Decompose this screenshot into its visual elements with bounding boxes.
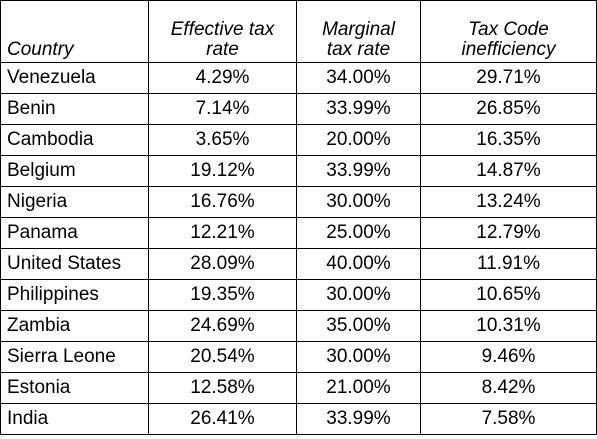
cell-effective-tax-rate: 16.76% <box>148 186 297 218</box>
cell-tax-code-inefficiency: 14.87% <box>420 155 597 187</box>
cell-country: Venezuela <box>0 62 149 94</box>
cell-tax-code-inefficiency: 26.85% <box>420 93 597 125</box>
table-row: Panama 12.21% 25.00% 12.79% <box>0 217 597 249</box>
header-country: Country <box>0 0 149 63</box>
cell-effective-tax-rate: 12.58% <box>148 372 297 404</box>
cell-tax-code-inefficiency: 16.35% <box>420 124 597 156</box>
cell-marginal-tax-rate: 30.00% <box>296 186 421 218</box>
cell-tax-code-inefficiency: 12.79% <box>420 217 597 249</box>
cell-marginal-tax-rate: 34.00% <box>296 62 421 94</box>
cell-effective-tax-rate: 28.09% <box>148 248 297 280</box>
cell-country: Sierra Leone <box>0 341 149 373</box>
table-row: Cambodia 3.65% 20.00% 16.35% <box>0 124 597 156</box>
cell-tax-code-inefficiency: 10.65% <box>420 279 597 311</box>
header-marginal-tax-rate: Marginal tax rate <box>296 0 421 63</box>
header-marginal-tax-rate-line-2: tax rate <box>326 39 391 60</box>
cell-marginal-tax-rate: 33.99% <box>296 93 421 125</box>
cell-tax-code-inefficiency: 11.91% <box>420 248 597 280</box>
table-body: Venezuela 4.29% 34.00% 29.71% Benin 7.14… <box>0 62 597 435</box>
cell-country: India <box>0 403 149 435</box>
header-tax-code-inefficiency-line-1: Tax Code <box>468 19 549 40</box>
header-tax-code-inefficiency-line-2: inefficiency <box>461 39 556 60</box>
cell-country: Cambodia <box>0 124 149 156</box>
cell-marginal-tax-rate: 20.00% <box>296 124 421 156</box>
cell-tax-code-inefficiency: 8.42% <box>420 372 597 404</box>
table-row: United States 28.09% 40.00% 11.91% <box>0 248 597 280</box>
header-effective-tax-rate-line-2: rate <box>206 39 239 60</box>
cell-tax-code-inefficiency: 10.31% <box>420 310 597 342</box>
cell-tax-code-inefficiency: 7.58% <box>420 403 597 435</box>
header-effective-tax-rate: Effective tax rate <box>148 0 297 63</box>
cell-tax-code-inefficiency: 29.71% <box>420 62 597 94</box>
cell-marginal-tax-rate: 25.00% <box>296 217 421 249</box>
table-header: Country Effective tax rate Marginal tax … <box>0 0 597 63</box>
cell-effective-tax-rate: 19.35% <box>148 279 297 311</box>
table-row: Benin 7.14% 33.99% 26.85% <box>0 93 597 125</box>
cell-effective-tax-rate: 12.21% <box>148 217 297 249</box>
cell-country: Zambia <box>0 310 149 342</box>
cell-effective-tax-rate: 24.69% <box>148 310 297 342</box>
cell-country: Nigeria <box>0 186 149 218</box>
table-row: Belgium 19.12% 33.99% 14.87% <box>0 155 597 187</box>
cell-country: United States <box>0 248 149 280</box>
table-row: Nigeria 16.76% 30.00% 13.24% <box>0 186 597 218</box>
cell-effective-tax-rate: 3.65% <box>148 124 297 156</box>
cell-marginal-tax-rate: 30.00% <box>296 279 421 311</box>
table-row: Venezuela 4.29% 34.00% 29.71% <box>0 62 597 94</box>
table-row: India 26.41% 33.99% 7.58% <box>0 403 597 435</box>
cell-effective-tax-rate: 19.12% <box>148 155 297 187</box>
cell-tax-code-inefficiency: 9.46% <box>420 341 597 373</box>
header-country-line-1: Country <box>7 39 74 60</box>
cell-marginal-tax-rate: 33.99% <box>296 155 421 187</box>
cell-country: Estonia <box>0 372 149 404</box>
table-row: Zambia 24.69% 35.00% 10.31% <box>0 310 597 342</box>
cell-marginal-tax-rate: 40.00% <box>296 248 421 280</box>
table-row: Philippines 19.35% 30.00% 10.65% <box>0 279 597 311</box>
table-row: Sierra Leone 20.54% 30.00% 9.46% <box>0 341 597 373</box>
cell-country: Belgium <box>0 155 149 187</box>
header-marginal-tax-rate-line-1: Marginal <box>322 19 395 40</box>
header-effective-tax-rate-line-1: Effective tax <box>170 19 275 40</box>
table-row: Estonia 12.58% 21.00% 8.42% <box>0 372 597 404</box>
cell-marginal-tax-rate: 30.00% <box>296 341 421 373</box>
header-tax-code-inefficiency: Tax Code inefficiency <box>420 0 597 63</box>
cell-effective-tax-rate: 20.54% <box>148 341 297 373</box>
cell-country: Philippines <box>0 279 149 311</box>
cell-country: Benin <box>0 93 149 125</box>
cell-effective-tax-rate: 26.41% <box>148 403 297 435</box>
cell-country: Panama <box>0 217 149 249</box>
header-row: Country Effective tax rate Marginal tax … <box>0 0 597 63</box>
cell-tax-code-inefficiency: 13.24% <box>420 186 597 218</box>
cell-effective-tax-rate: 4.29% <box>148 62 297 94</box>
cell-marginal-tax-rate: 35.00% <box>296 310 421 342</box>
cell-effective-tax-rate: 7.14% <box>148 93 297 125</box>
cell-marginal-tax-rate: 33.99% <box>296 403 421 435</box>
cell-marginal-tax-rate: 21.00% <box>296 372 421 404</box>
